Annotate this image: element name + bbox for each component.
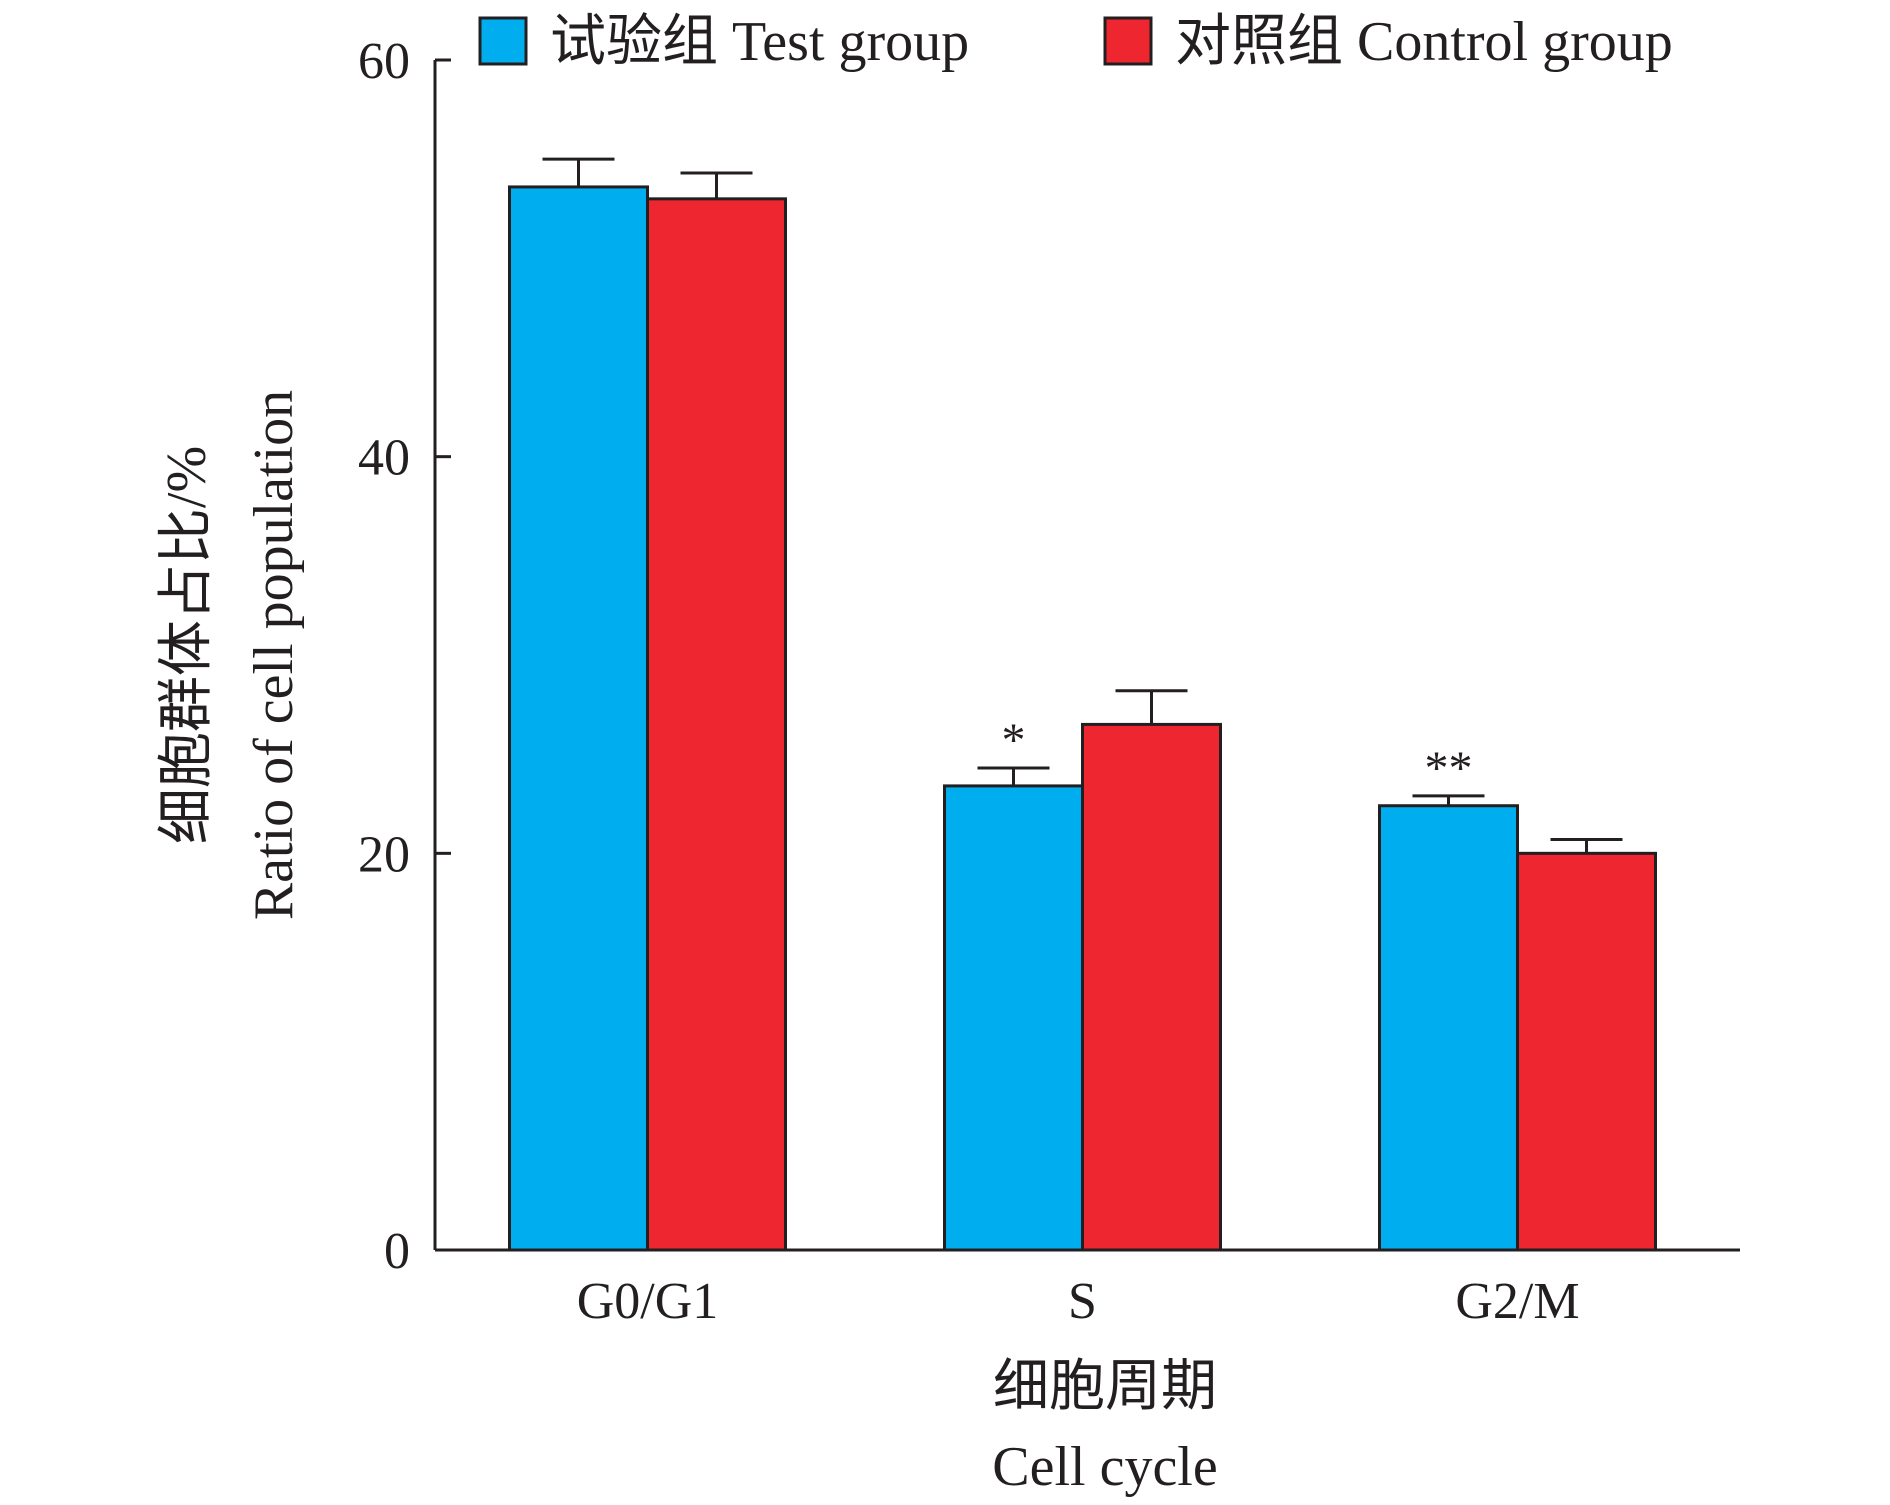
x-tick-label: G0/G1 (577, 1273, 719, 1330)
x-tick-label: S (1068, 1273, 1097, 1330)
x-tick-label: G2/M (1455, 1273, 1579, 1330)
legend-label-0: 试验组 Test group (550, 11, 969, 73)
legend: 试验组 Test group 对照组 Control group (478, 11, 1673, 73)
x-axis-title-cn: 细胞周期 (993, 1356, 1217, 1418)
legend-label-1: 对照组 Control group (1175, 11, 1673, 73)
bar-control-1 (1081, 722, 1222, 1252)
x-axis-title-en: Cell cycle (992, 1436, 1217, 1498)
significance-label: * (1002, 714, 1026, 767)
y-tick-label: 60 (358, 33, 410, 90)
bar-test-1 (943, 784, 1084, 1252)
y-tick-label: 40 (358, 430, 410, 487)
y-axis-title-cn: 细胞群体占比/% (156, 446, 218, 844)
legend-swatch-1 (1103, 16, 1153, 66)
bars-layer: *** (508, 157, 1657, 1252)
y-tick-label: 20 (358, 826, 410, 883)
significance-label: ** (1425, 742, 1473, 795)
legend-swatch-0 (478, 16, 528, 66)
y-axis-title-en: Ratio of cell population (243, 390, 305, 920)
bar-test-2 (1378, 804, 1519, 1252)
bar-control-2 (1516, 851, 1657, 1252)
y-tick-label: 0 (384, 1223, 410, 1280)
bar-control-0 (646, 197, 787, 1252)
axes-layer: 0 20 40 60 G0/G1 S G2/M (358, 33, 1740, 1330)
bar-test-0 (508, 185, 649, 1252)
